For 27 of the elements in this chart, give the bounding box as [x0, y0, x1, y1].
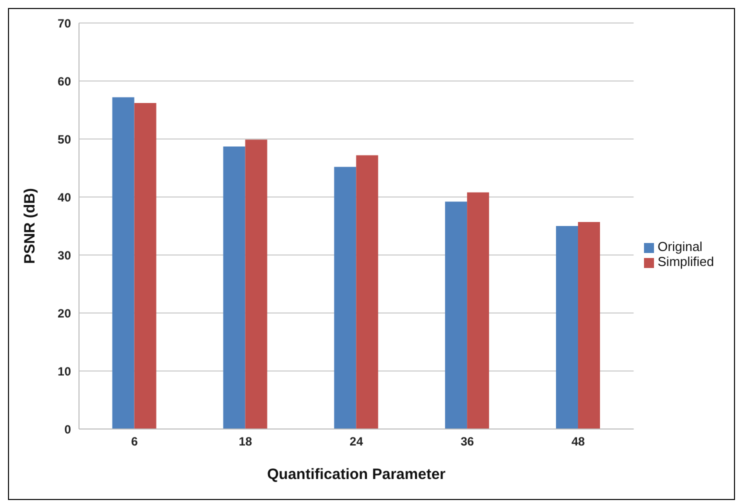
x-tick-label: 48 [571, 434, 586, 449]
x-tick-label: 24 [350, 434, 364, 449]
y-axis-title: PSNR (dB) [21, 188, 38, 264]
bar [556, 226, 578, 429]
y-tick-label: 30 [58, 248, 72, 262]
y-tick-label: 40 [58, 190, 72, 204]
bar [245, 140, 268, 429]
bar [467, 192, 490, 429]
bar [356, 155, 378, 429]
y-tick-label: 60 [58, 74, 72, 88]
y-tick-label: 10 [58, 364, 72, 378]
y-tick-label: 0 [64, 422, 72, 436]
x-tick-label: 18 [238, 434, 252, 449]
bar [334, 166, 356, 429]
x-tick-label: 6 [131, 434, 138, 449]
y-tick-label: 70 [58, 16, 72, 30]
bar [134, 103, 156, 429]
bar [578, 222, 600, 429]
bar [445, 202, 468, 429]
legend-label: Original [658, 239, 702, 254]
bar [223, 146, 246, 429]
legend-label: Simplified [658, 254, 714, 269]
x-axis-title: Quantification Parameter [267, 466, 446, 483]
y-tick-label: 20 [58, 306, 72, 320]
bar [112, 97, 134, 429]
y-tick-label: 50 [58, 132, 72, 146]
x-tick-label: 36 [460, 434, 474, 449]
